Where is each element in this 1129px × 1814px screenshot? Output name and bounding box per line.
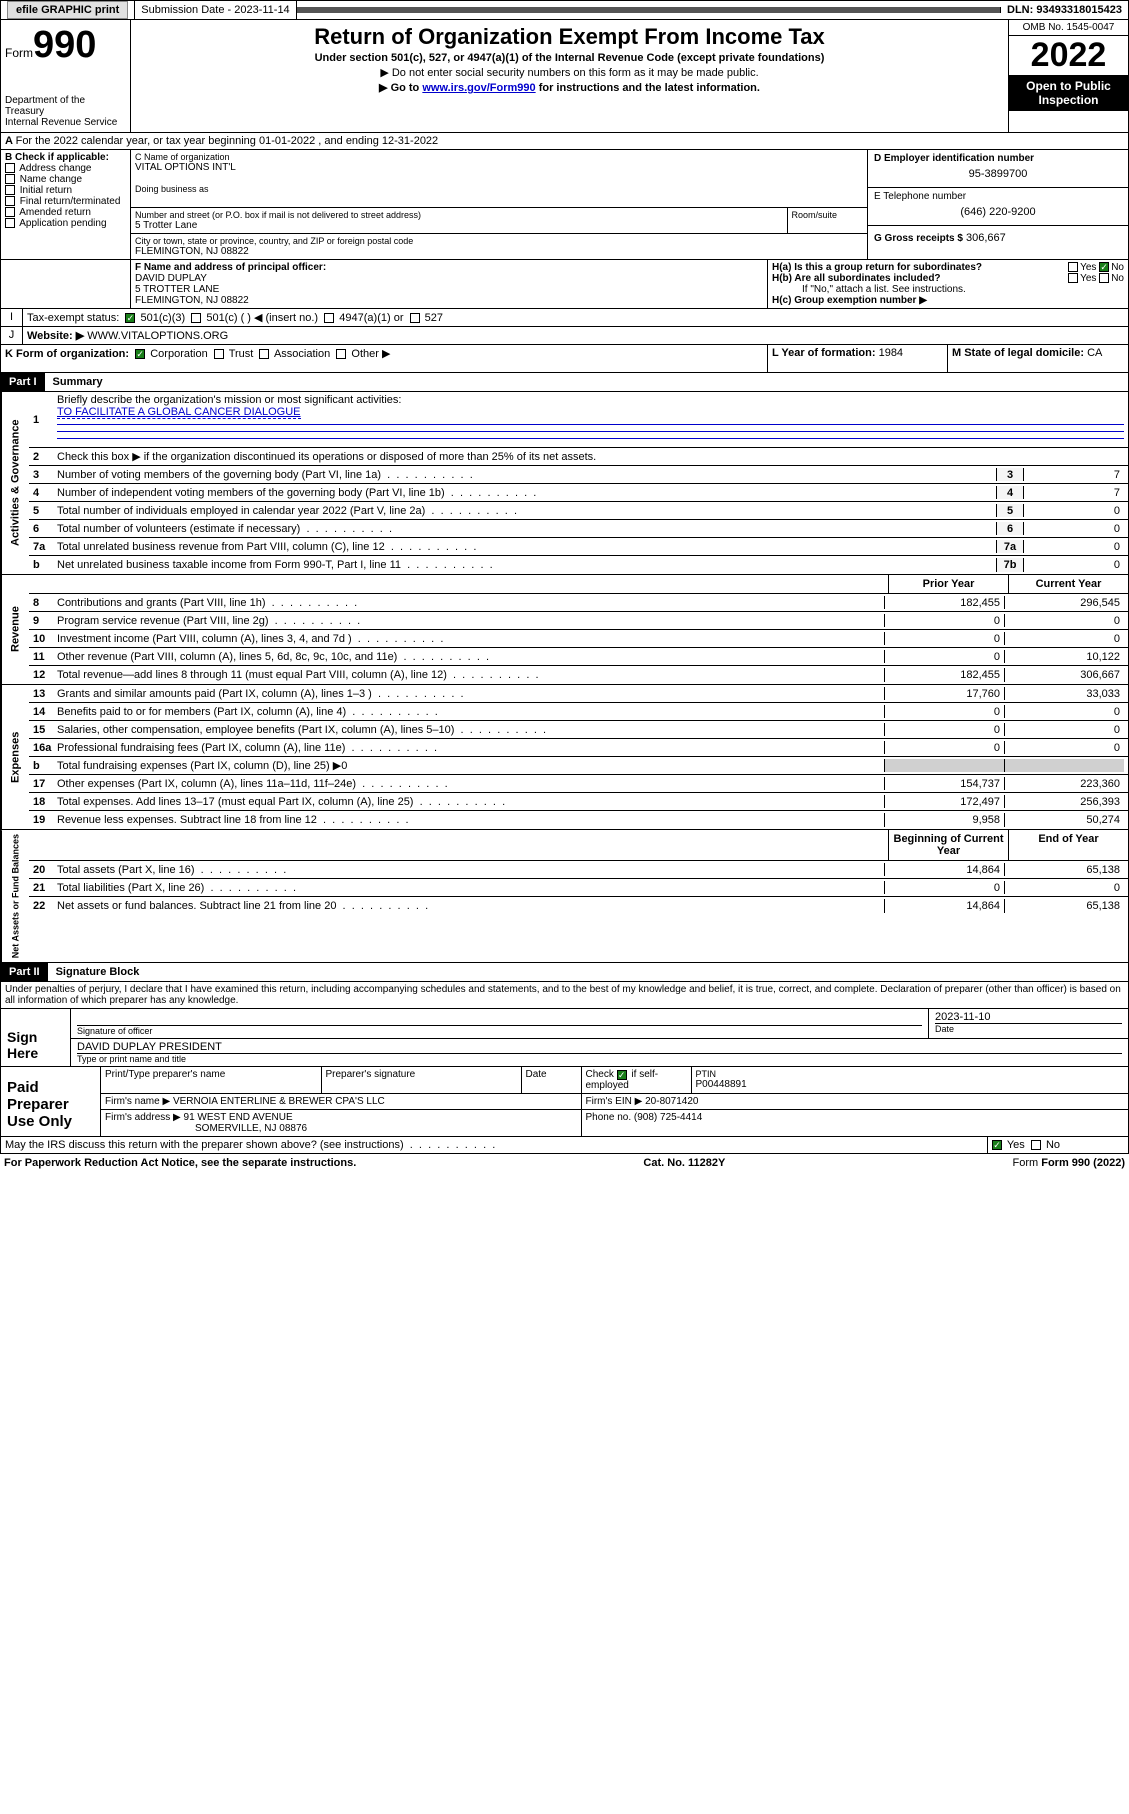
ptin: P00448891 — [696, 1079, 1125, 1090]
table-row: 10Investment income (Part VIII, column (… — [29, 630, 1128, 648]
table-row: 6Total number of volunteers (estimate if… — [29, 520, 1128, 538]
form-header: Form990 Department of the Treasury Inter… — [0, 20, 1129, 133]
website-row: J Website: ▶ WWW.VITALOPTIONS.ORG — [0, 327, 1129, 345]
revenue-section: Revenue Prior YearCurrent Year 8Contribu… — [0, 575, 1129, 685]
table-row: 16aProfessional fundraising fees (Part I… — [29, 739, 1128, 757]
page-footer: For Paperwork Reduction Act Notice, see … — [0, 1154, 1129, 1172]
table-row: bNet unrelated business taxable income f… — [29, 556, 1128, 574]
firm-phone: (908) 725-4414 — [634, 1112, 702, 1123]
discuss-yes-checkbox[interactable] — [992, 1140, 1002, 1150]
dln: DLN: 93493318015423 — [1001, 1, 1128, 19]
netassets-section: Net Assets or Fund Balances Beginning of… — [0, 830, 1129, 963]
table-row: bTotal fundraising expenses (Part IX, co… — [29, 757, 1128, 775]
table-row: 18Total expenses. Add lines 13–17 (must … — [29, 793, 1128, 811]
checkbox-option[interactable]: Address change — [5, 163, 126, 174]
part2-header: Part IISignature Block — [0, 963, 1129, 982]
box-h: H(a) Is this a group return for subordin… — [768, 260, 1128, 308]
subtitle-1: Under section 501(c), 527, or 4947(a)(1)… — [135, 52, 1004, 64]
website: WWW.VITALOPTIONS.ORG — [87, 330, 228, 342]
table-row: 7aTotal unrelated business revenue from … — [29, 538, 1128, 556]
governance-section: Activities & Governance 1Briefly describ… — [0, 392, 1129, 575]
dept-treasury: Department of the Treasury — [5, 95, 126, 117]
checkbox-option[interactable]: Name change — [5, 174, 126, 185]
table-row: 3Number of voting members of the governi… — [29, 466, 1128, 484]
table-row: 5Total number of individuals employed in… — [29, 502, 1128, 520]
part1-header: Part ISummary — [0, 373, 1129, 392]
irs-link[interactable]: www.irs.gov/Form990 — [422, 82, 535, 94]
table-row: 8Contributions and grants (Part VIII, li… — [29, 594, 1128, 612]
form-title: Return of Organization Exempt From Incom… — [135, 24, 1004, 50]
org-city: FLEMINGTON, NJ 08822 — [135, 246, 863, 257]
table-row: 12Total revenue—add lines 8 through 11 (… — [29, 666, 1128, 684]
firm-name: VERNOIA ENTERLINE & BREWER CPA'S LLC — [173, 1096, 385, 1107]
firm-ein: 20-8071420 — [645, 1096, 698, 1107]
discuss-row: May the IRS discuss this return with the… — [0, 1137, 1129, 1154]
checkbox-option[interactable]: Initial return — [5, 185, 126, 196]
table-row: 11Other revenue (Part VIII, column (A), … — [29, 648, 1128, 666]
501c3-checkbox[interactable] — [125, 313, 135, 323]
box-b: B Check if applicable: Address change Na… — [1, 150, 131, 259]
line-a: A For the 2022 calendar year, or tax yea… — [0, 133, 1129, 150]
irs-label: Internal Revenue Service — [5, 117, 126, 128]
table-row: 17Other expenses (Part IX, column (A), l… — [29, 775, 1128, 793]
org-form-row: K Form of organization: Corporation Trus… — [0, 345, 1129, 373]
open-inspection: Open to Public Inspection — [1009, 75, 1128, 111]
table-row: 4Number of independent voting members of… — [29, 484, 1128, 502]
gross-receipts: 306,667 — [966, 232, 1006, 244]
checkbox-option[interactable]: Amended return — [5, 207, 126, 218]
info-block: B Check if applicable: Address change Na… — [0, 150, 1129, 260]
subtitle-3: ▶ Go to www.irs.gov/Form990 for instruct… — [135, 81, 1004, 94]
submission-date: Submission Date - 2023-11-14 — [135, 1, 296, 19]
org-address: 5 Trotter Lane — [135, 220, 783, 231]
paid-preparer-block: Paid Preparer Use Only Print/Type prepar… — [0, 1067, 1129, 1137]
table-row: 22Net assets or fund balances. Subtract … — [29, 897, 1128, 915]
org-name: VITAL OPTIONS INT'L — [135, 162, 863, 173]
efile-label: efile GRAPHIC print — [1, 1, 135, 19]
box-f: F Name and address of principal officer:… — [131, 260, 768, 308]
sign-here-block: Sign Here Signature of officer 2023-11-1… — [0, 1009, 1129, 1067]
table-row: 15Salaries, other compensation, employee… — [29, 721, 1128, 739]
omb-number: OMB No. 1545-0047 — [1009, 20, 1128, 36]
checkbox-option[interactable]: Application pending — [5, 218, 126, 229]
expenses-section: Expenses 13Grants and similar amounts pa… — [0, 685, 1129, 830]
ein: 95-3899700 — [874, 164, 1122, 184]
tax-year: 2022 — [1009, 36, 1128, 75]
perjury-text: Under penalties of perjury, I declare th… — [1, 982, 1128, 1008]
table-row: 21Total liabilities (Part X, line 26)00 — [29, 879, 1128, 897]
mission-text[interactable]: TO FACILITATE A GLOBAL CANCER DIALOGUE — [57, 406, 301, 419]
table-row: 20Total assets (Part X, line 16)14,86465… — [29, 861, 1128, 879]
self-employed-checkbox[interactable] — [617, 1070, 627, 1080]
box-deg: D Employer identification number95-38997… — [868, 150, 1128, 259]
officer-name: DAVID DUPLAY PRESIDENT — [77, 1041, 1122, 1053]
officer-block: F Name and address of principal officer:… — [0, 260, 1129, 309]
form-number: 990 — [33, 24, 96, 66]
box-c: C Name of organizationVITAL OPTIONS INT'… — [131, 150, 868, 259]
table-row: 13Grants and similar amounts paid (Part … — [29, 685, 1128, 703]
table-row: 14Benefits paid to or for members (Part … — [29, 703, 1128, 721]
checkbox-option[interactable]: Final return/terminated — [5, 196, 126, 207]
telephone: (646) 220-9200 — [874, 202, 1122, 222]
subtitle-2: ▶ Do not enter social security numbers o… — [135, 66, 1004, 79]
table-row: 9Program service revenue (Part VIII, lin… — [29, 612, 1128, 630]
tax-status-row: I Tax-exempt status: 501(c)(3) 501(c) ( … — [0, 309, 1129, 327]
top-bar: efile GRAPHIC print Submission Date - 20… — [0, 0, 1129, 20]
table-row: 19Revenue less expenses. Subtract line 1… — [29, 811, 1128, 829]
